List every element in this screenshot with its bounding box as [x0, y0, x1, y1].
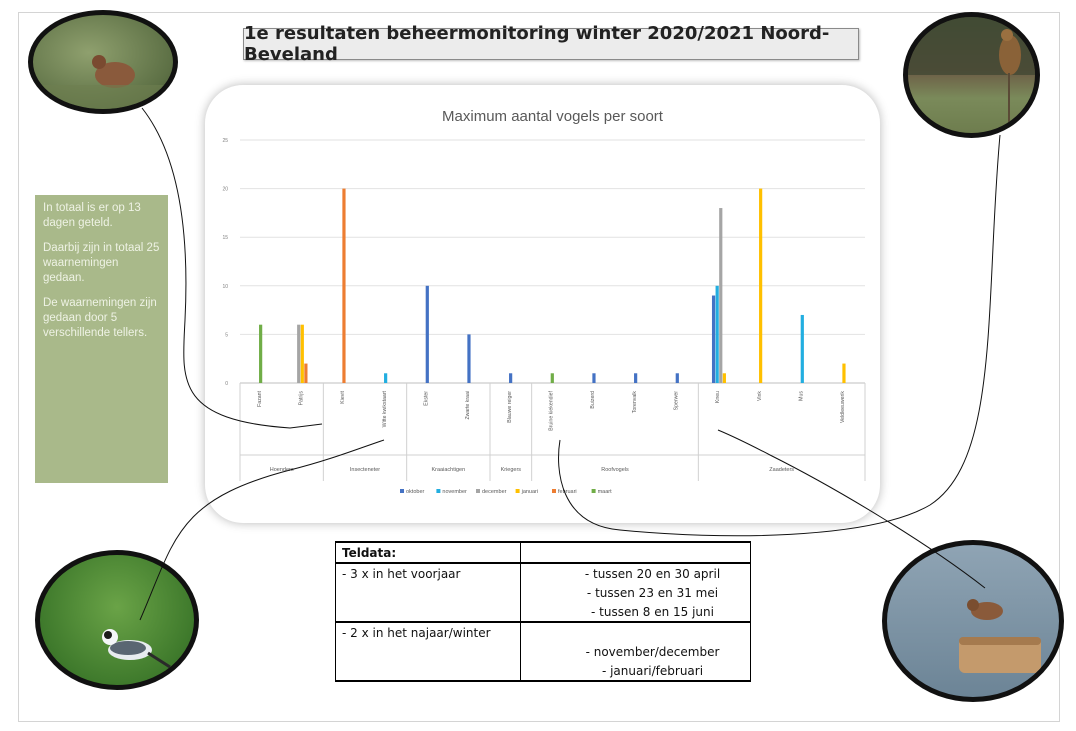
- bar: [711, 295, 716, 383]
- bar: [842, 363, 846, 383]
- x-tick-label: Mus: [799, 391, 805, 401]
- table-header: Teldata:: [335, 541, 521, 563]
- x-tick-label: Torenvalk: [632, 391, 638, 414]
- group-label: Kraaiachtigen: [432, 467, 466, 473]
- table-cell: [335, 602, 521, 622]
- x-tick-label: Bruine kiekendief: [549, 390, 555, 430]
- partridge-illustration: [33, 55, 173, 109]
- note-paragraph-2: Daarbij zijn in totaal 25 waarnemingen g…: [43, 242, 160, 284]
- x-tick-label: Sperwer: [674, 391, 680, 411]
- bar: [719, 208, 723, 383]
- bird-photo-kwikstaart: [35, 550, 199, 690]
- bird-photo-buizerd: [903, 12, 1040, 138]
- slide-title: 1e resultaten beheermonitoring winter 20…: [243, 23, 859, 65]
- x-tick-label: Vink: [757, 391, 763, 401]
- x-tick-label: Kievit: [340, 390, 346, 403]
- table-row: - januari/februari: [335, 661, 751, 682]
- legend-swatch: [515, 489, 520, 493]
- bird-photo-kneu: [882, 540, 1064, 702]
- bar: [634, 373, 638, 383]
- group-label: Insecteneter: [350, 467, 380, 473]
- bar: [425, 285, 429, 383]
- legend-swatch: [400, 489, 404, 493]
- legend-swatch: [476, 489, 480, 493]
- bird-photo-patrijs: [28, 10, 178, 114]
- bar: [509, 373, 513, 383]
- count-dates-table: Teldata: - 3 x in het voorjaar - tussen …: [335, 541, 751, 682]
- table-row: - 2 x in het najaar/winter: [335, 621, 751, 642]
- wagtail-illustration: [102, 629, 171, 669]
- bar: [384, 373, 388, 383]
- x-tick-label: Fazant: [257, 390, 263, 406]
- bar: [715, 285, 719, 383]
- legend-label: januari: [521, 489, 539, 495]
- table-cell: - november/december: [520, 642, 751, 661]
- group-label: Roofvogels: [601, 467, 629, 473]
- note-paragraph-3: De waarnemingen zijn gedaan door 5 versc…: [43, 297, 157, 339]
- bar: [675, 373, 679, 383]
- bar: [722, 373, 726, 383]
- y-tick-label: 20: [222, 187, 228, 193]
- chart-frame: Maximum aantal vogels per soort 0 5 10 15 20 2…: [205, 85, 880, 523]
- legend-label: oktober: [406, 489, 425, 495]
- bar: [467, 334, 471, 383]
- y-tick-label: 5: [225, 332, 228, 338]
- y-tick-label: 10: [222, 284, 228, 290]
- group-label: Kriegers: [501, 467, 522, 473]
- table-cell: - tussen 20 en 30 april: [520, 562, 751, 583]
- group-label: Zaadeters: [769, 467, 794, 473]
- legend-label: maart: [598, 489, 613, 495]
- table-cell: - 2 x in het najaar/winter: [335, 621, 521, 642]
- bar: [297, 324, 301, 383]
- y-tick-label: 15: [222, 235, 228, 241]
- table-row: Teldata:: [335, 541, 751, 563]
- bar: [592, 373, 596, 383]
- linnet-illustration: [959, 599, 1041, 673]
- summary-note: In totaal is er op 13 dagen geteld. Daar…: [35, 195, 168, 483]
- x-tick-label: Witte kwikstaart: [382, 390, 388, 427]
- legend-swatch: [552, 489, 556, 493]
- x-tick-label: Buizerd: [590, 391, 596, 409]
- table-row: - tussen 23 en 31 mei: [335, 583, 751, 602]
- bar: [800, 314, 804, 383]
- bar: [304, 363, 308, 383]
- legend-label: november: [442, 489, 467, 495]
- bar-chart: Maximum aantal vogels per soort 0 5 10 15 20 2…: [222, 108, 866, 495]
- table-cell: - tussen 23 en 31 mei: [520, 583, 751, 602]
- table-row: - november/december: [335, 642, 751, 661]
- table-cell: [520, 621, 751, 642]
- table-cell: [335, 583, 521, 602]
- x-tick-label: Blauwe reiger: [507, 391, 513, 423]
- table-row: - tussen 8 en 15 juni: [335, 602, 751, 622]
- x-tick-label: Zwarte kraai: [465, 391, 471, 420]
- note-paragraph-1: In totaal is er op 13 dagen geteld.: [43, 202, 141, 229]
- table-row: - 3 x in het voorjaar - tussen 20 en 30 …: [335, 562, 751, 583]
- legend-label: december: [482, 489, 507, 495]
- bar: [759, 188, 763, 383]
- buzzard-illustration: [908, 17, 1035, 133]
- x-tick-label: Patrijs: [299, 391, 305, 406]
- bar: [342, 188, 346, 383]
- table-cell: [335, 661, 521, 682]
- table-cell: [520, 541, 751, 563]
- table-cell: - januari/februari: [520, 661, 751, 682]
- x-tick-label: Kneu: [715, 391, 721, 403]
- y-tick-label: 0: [225, 381, 228, 387]
- chart-title: Maximum aantal vogels per soort: [442, 108, 664, 125]
- table-cell: - tussen 8 en 15 juni: [520, 602, 751, 622]
- legend-swatch: [436, 489, 441, 493]
- group-label: Hoenders: [270, 467, 294, 473]
- table-cell: - 3 x in het voorjaar: [335, 562, 521, 583]
- x-tick-label: Veldleeuwerik: [840, 391, 846, 423]
- bar: [550, 373, 554, 383]
- legend-label: februari: [558, 489, 577, 495]
- table-cell: [335, 642, 521, 661]
- legend-swatch: [591, 489, 596, 493]
- bar: [300, 324, 304, 383]
- bar: [259, 324, 263, 383]
- y-tick-label: 25: [222, 138, 228, 144]
- x-tick-label: Ekster: [424, 391, 430, 406]
